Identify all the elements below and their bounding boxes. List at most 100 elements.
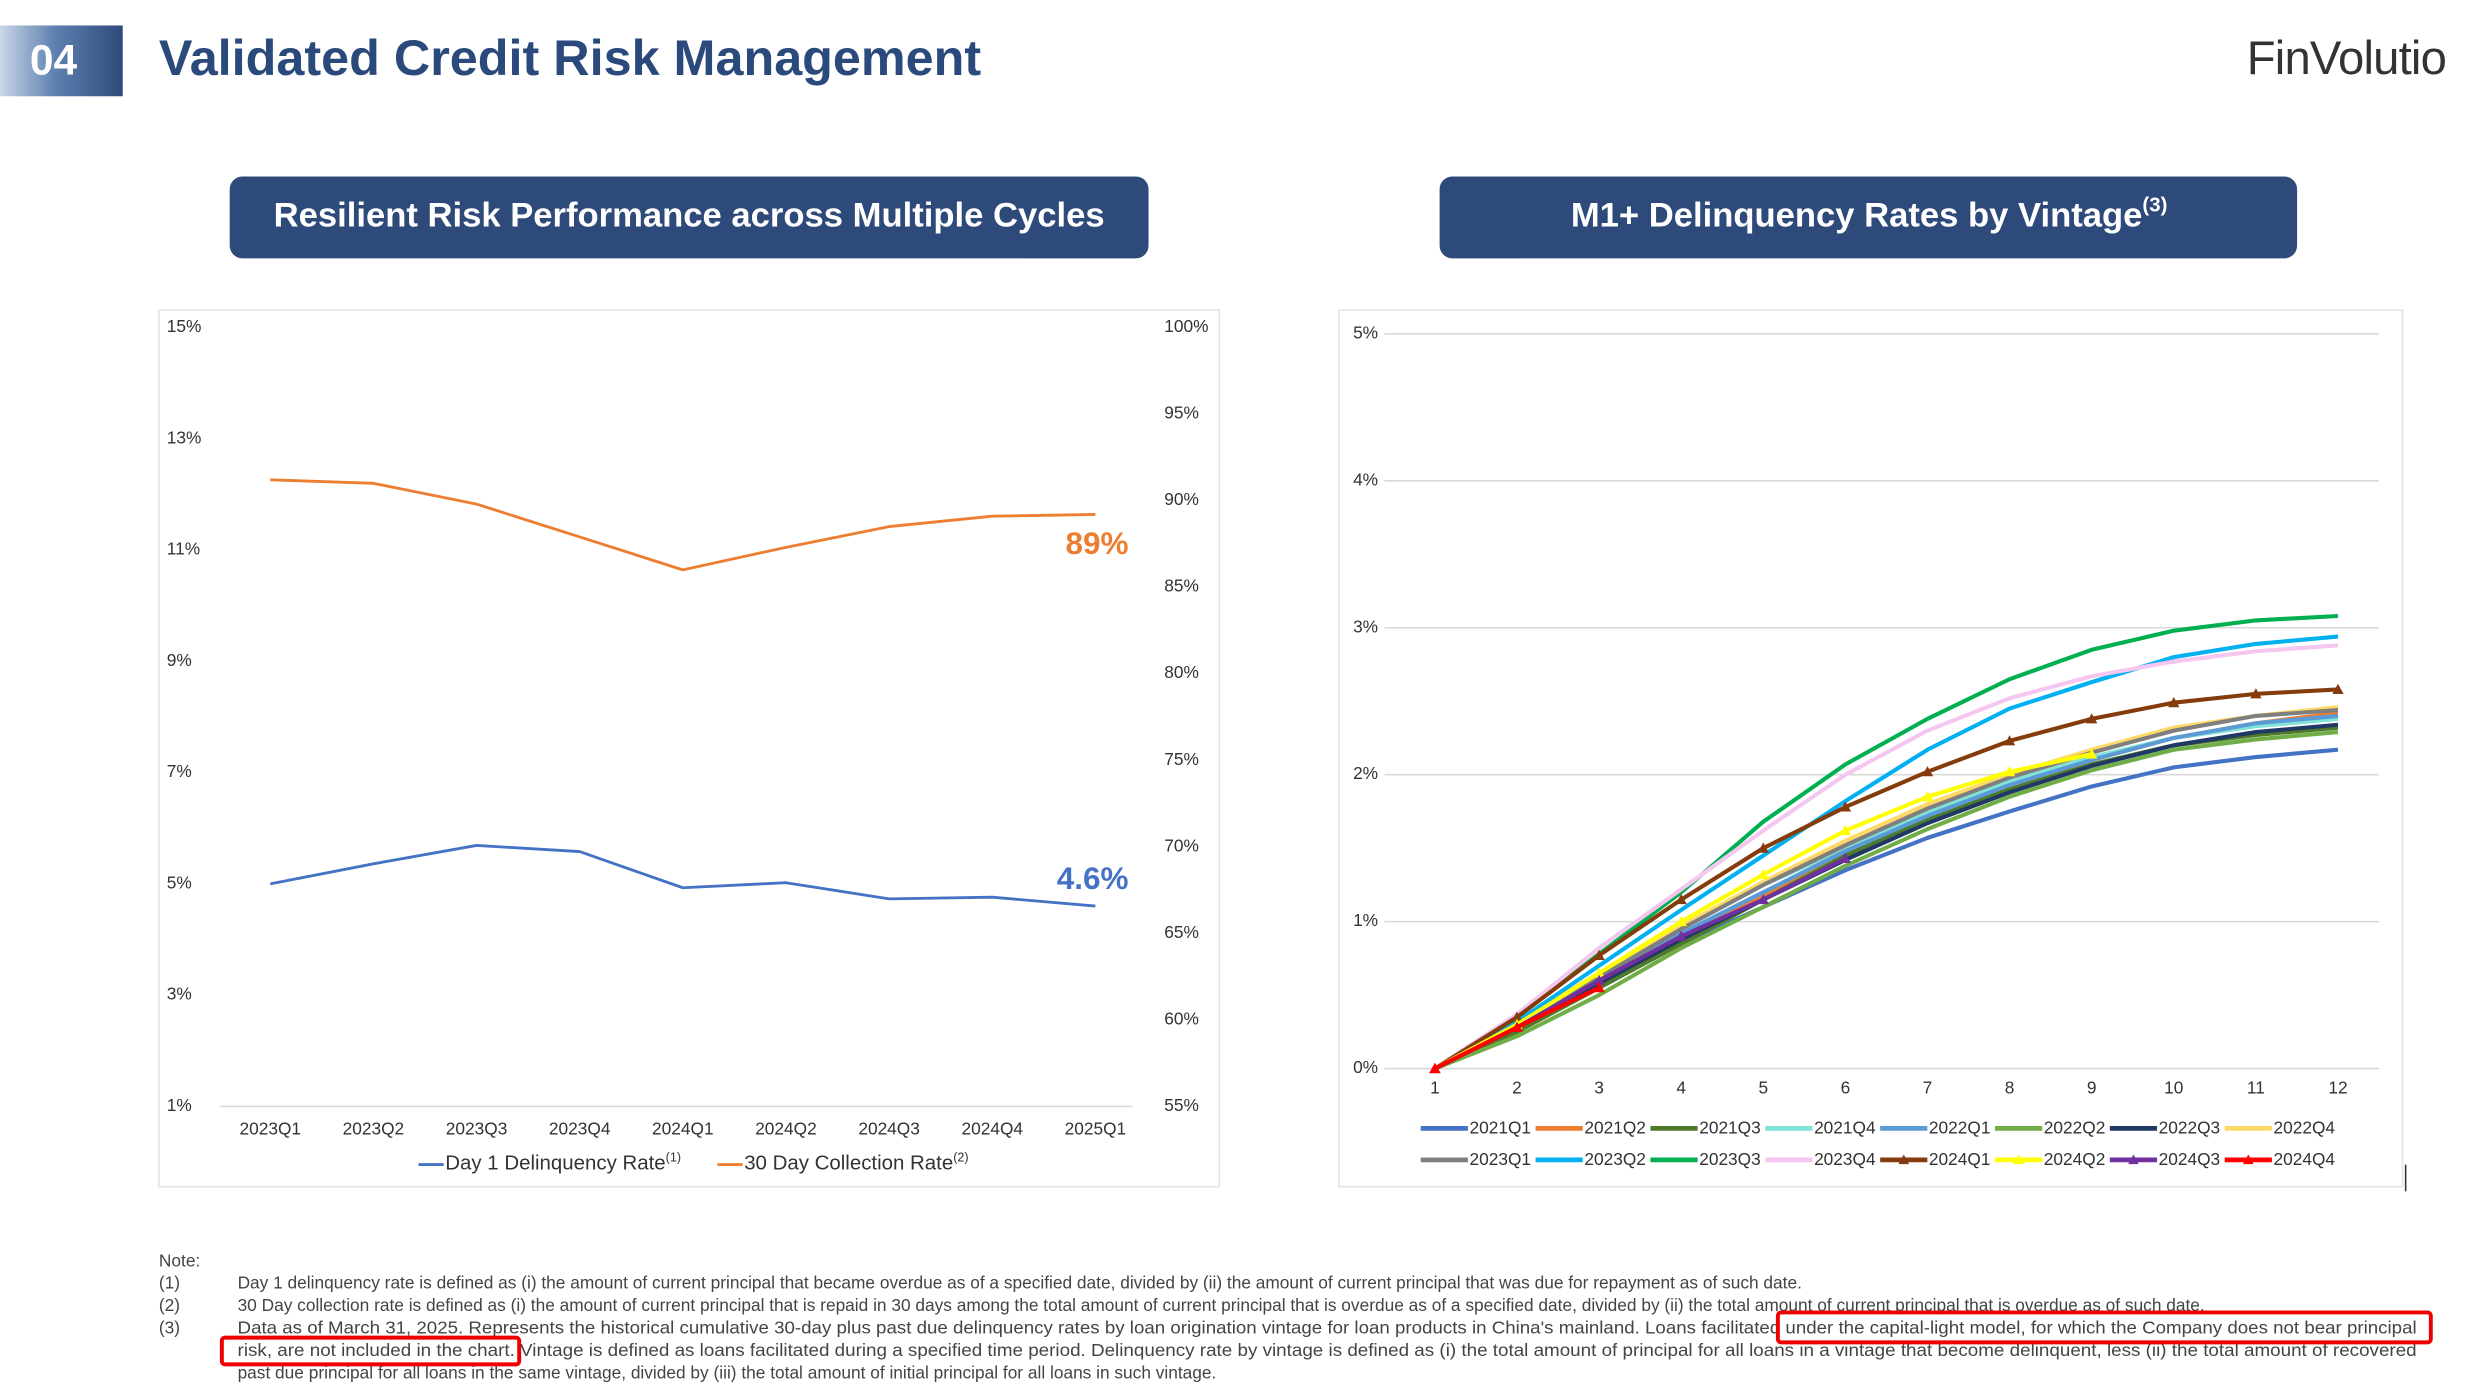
highlight-box [1775, 1310, 2433, 1345]
x-tick-label: 12 [2328, 1078, 2347, 1098]
section-badge [0, 25, 123, 97]
slide-title: Validated Credit Risk Management [159, 29, 981, 86]
point-marker [1839, 852, 1852, 863]
note-number: (3) [159, 1318, 180, 1338]
legend-name: 2024Q1 [1929, 1148, 1991, 1168]
x-tick-label: 8 [2005, 1078, 2015, 1098]
y2-tick-label: 80% [1164, 662, 1199, 682]
y2-tick-label: 55% [1164, 1095, 1199, 1115]
panel-title: Resilient Risk Performance across Multip… [274, 197, 1105, 235]
legend-label: 2022Q3 [2159, 1117, 2221, 1137]
series-line [1433, 710, 2339, 1071]
point-marker [1511, 1021, 1523, 1032]
y-tick-label: 0% [1353, 1057, 1378, 1077]
series-line [269, 844, 1096, 908]
point-marker [1511, 1011, 1523, 1022]
value-label: 4.6% [1057, 861, 1129, 896]
panel-title-text: M1+ Delinquency Rates by Vintage [1571, 197, 2143, 235]
legend-name: Day 1 Delinquency Rate [445, 1152, 665, 1175]
legend-label: 2021Q1 [1470, 1117, 1532, 1137]
point-marker [1429, 1062, 1441, 1074]
chart-frame [1338, 309, 2404, 1188]
note-ref: (1) [666, 1151, 681, 1165]
series-line [1433, 747, 2339, 1071]
point-marker [2003, 735, 2016, 746]
note-number: (1) [159, 1273, 180, 1293]
point-marker [2086, 713, 2098, 724]
x-tick-label: 2024Q3 [858, 1119, 920, 1139]
y-tick-label: 7% [167, 761, 192, 781]
series-line [1434, 730, 2339, 1071]
point-marker [1921, 791, 1934, 802]
y-tick-label: 11% [167, 539, 200, 559]
y2-tick-label: 75% [1164, 749, 1199, 769]
series-line [1433, 722, 2339, 1071]
point-marker [1675, 915, 1687, 927]
series-line [270, 478, 1096, 572]
x-tick-label: 2025Q1 [1065, 1119, 1127, 1139]
legend-label: 2023Q3 [1699, 1148, 1761, 1168]
legend-label: Day 1 Delinquency Rate(1) [445, 1151, 681, 1175]
legend-name: 2022Q2 [2044, 1117, 2106, 1137]
legend-label: 30 Day Collection Rate(2) [744, 1151, 968, 1175]
point-marker [1593, 974, 1605, 985]
legend-marker [2013, 1154, 2024, 1165]
series-line [1433, 687, 2339, 1071]
y-tick-label: 5% [167, 872, 192, 892]
section-number: 04 [30, 37, 78, 84]
point-marker [2086, 748, 2098, 759]
y-tick-label: 1% [1353, 910, 1378, 930]
legend-label: 2023Q1 [1470, 1148, 1532, 1168]
chart-frame [158, 309, 1221, 1188]
y-tick-label: 4% [1353, 469, 1378, 489]
legend-label: 2021Q3 [1699, 1117, 1761, 1137]
x-tick-label: 9 [2087, 1078, 2097, 1098]
x-tick-label: 5 [1758, 1078, 1768, 1098]
legend-label: 2024Q3 [2159, 1148, 2221, 1168]
note-text: Data as of March 31, 2025. Represents th… [238, 1318, 2417, 1338]
panel-header [1439, 176, 2298, 259]
legend-name: 2021Q2 [1584, 1117, 1646, 1137]
x-tick-label: 7 [1923, 1078, 1933, 1098]
y-tick-label: 2% [1353, 763, 1378, 783]
legend-name: 2023Q1 [1470, 1148, 1532, 1168]
legend-label: 2022Q4 [2273, 1117, 2335, 1137]
legend-label: 2021Q2 [1584, 1117, 1646, 1137]
point-marker [1593, 967, 1605, 978]
x-tick-label: 2023Q2 [343, 1119, 405, 1139]
point-marker [1921, 766, 1934, 777]
y2-tick-label: 90% [1164, 489, 1199, 509]
panel-title: M1+ Delinquency Rates by Vintage(3) [1571, 194, 2168, 235]
legend-label: 2024Q4 [2273, 1148, 2335, 1168]
legend-marker [2128, 1154, 2139, 1165]
note-ref: (2) [953, 1151, 968, 1165]
point-marker [1757, 868, 1769, 880]
y-tick-label: 3% [167, 984, 192, 1004]
series-line [1433, 707, 2339, 1071]
y-tick-label: 9% [167, 650, 192, 670]
legend-name: 2023Q4 [1814, 1148, 1876, 1168]
logo: FinVolutio [2247, 32, 2446, 85]
x-tick-label: 2023Q4 [549, 1119, 611, 1139]
x-tick-label: 2024Q2 [755, 1119, 817, 1139]
x-tick-label: 2 [1512, 1078, 1522, 1098]
y2-tick-label: 85% [1164, 576, 1199, 596]
legend-name: 2023Q3 [1699, 1148, 1761, 1168]
y2-tick-label: 60% [1164, 1008, 1199, 1028]
legend-name: 2024Q4 [2273, 1148, 2335, 1168]
point-marker [1757, 842, 1769, 853]
value-label: 89% [1065, 526, 1128, 561]
point-marker [1757, 893, 1769, 905]
legend-name: 2022Q3 [2159, 1117, 2221, 1137]
y-tick-label: 1% [167, 1095, 192, 1115]
legend-name: 2021Q4 [1814, 1117, 1876, 1137]
y2-tick-label: 100% [1164, 316, 1208, 336]
legend-marker [2242, 1154, 2254, 1165]
legend-label: 2022Q1 [1929, 1117, 1991, 1137]
point-marker [1675, 893, 1687, 905]
x-tick-label: 2023Q1 [239, 1119, 301, 1139]
point-marker [2003, 766, 2016, 777]
legend-name: 30 Day Collection Rate [744, 1152, 953, 1175]
